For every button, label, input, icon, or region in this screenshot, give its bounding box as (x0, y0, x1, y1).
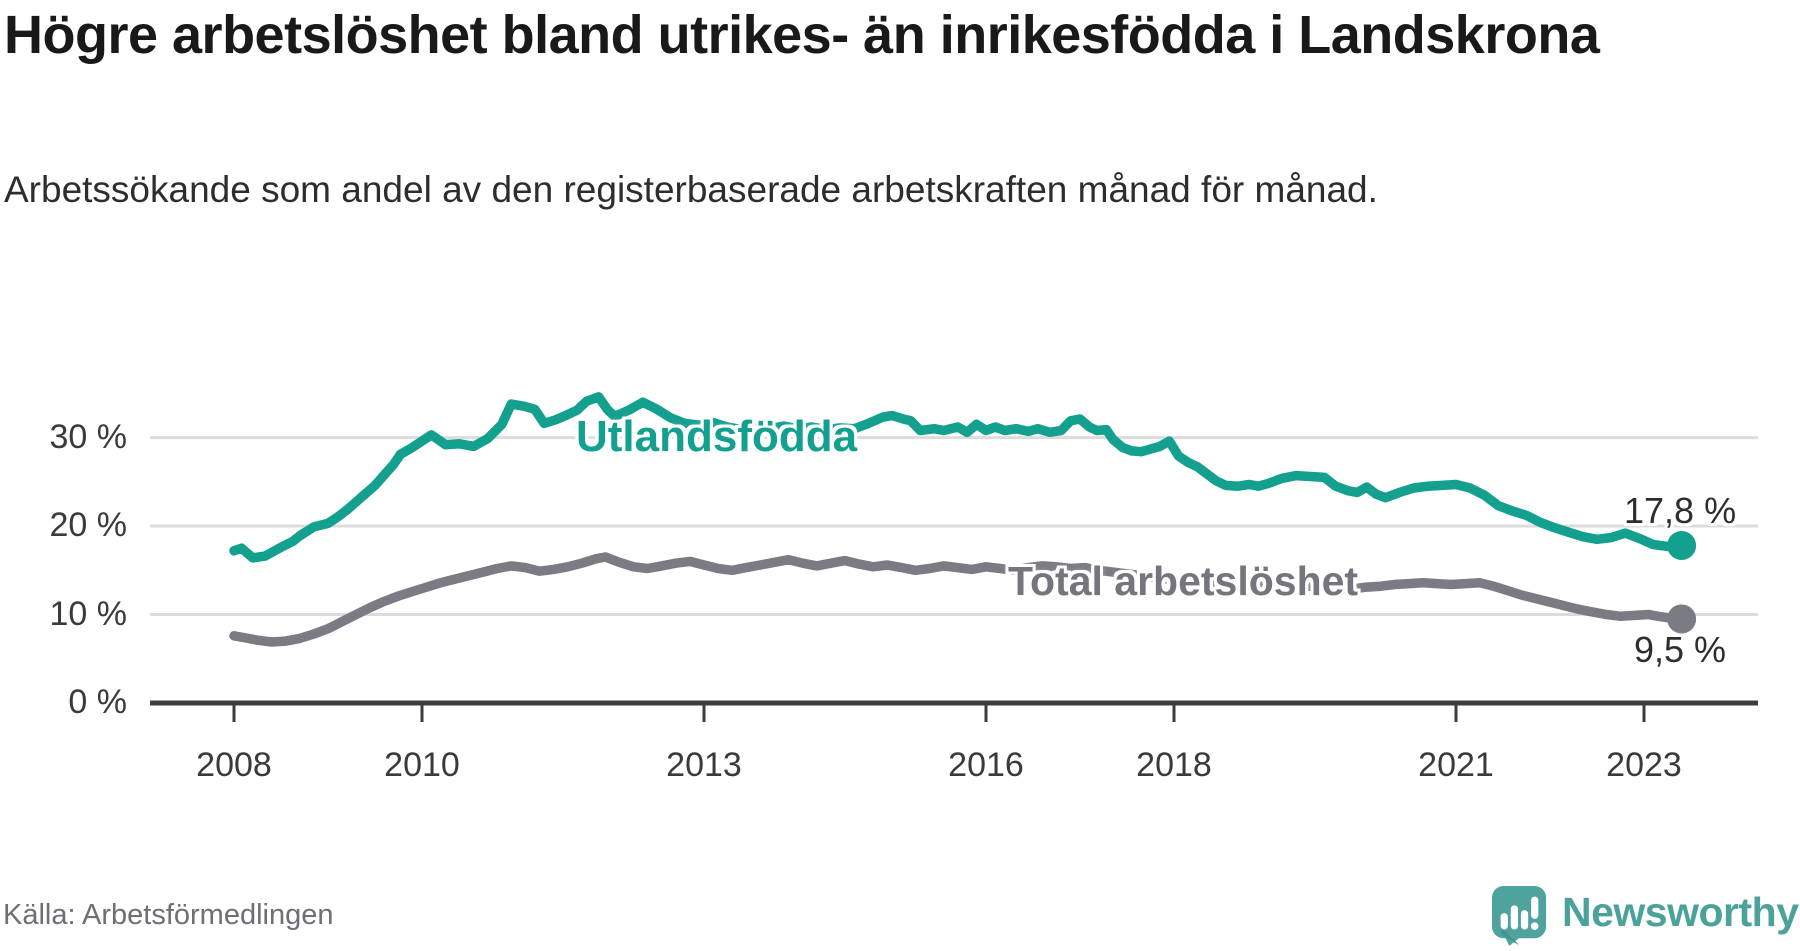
y-tick-label: 20 % (49, 506, 128, 545)
y-tick-label: 10 % (49, 594, 128, 633)
series-label-utlandsfodda: Utlandsfödda (576, 412, 858, 461)
source-note: Källa: Arbetsförmedlingen (3, 899, 334, 931)
x-tick-label: 2013 (666, 746, 742, 784)
series-end-dot-total (1667, 604, 1697, 634)
x-tick-label: 2021 (1418, 746, 1494, 784)
end-value-label-utlandsfodda: 17,8 % (1624, 490, 1737, 531)
brand-name: Newsworthy (1562, 889, 1799, 935)
y-tick-label: 0 % (68, 683, 127, 721)
x-tick-label: 2008 (196, 746, 272, 784)
series-line-utlandsfodda (229, 392, 1687, 563)
series-line-total (229, 552, 1687, 647)
y-tick-label: 30 % (49, 417, 128, 456)
x-tick-label: 2010 (384, 746, 460, 784)
end-value-label-total: 9,5 % (1634, 629, 1727, 670)
newsworthy-logo: Newsworthy (1490, 884, 1799, 951)
x-tick-label: 2018 (1136, 746, 1212, 784)
x-tick-label: 2023 (1606, 746, 1682, 784)
x-tick-label: 2016 (948, 746, 1024, 784)
chart-title: Högre arbetslöshet bland utrikes- än inr… (4, 5, 1600, 65)
series-end-dot-utlandsfodda (1667, 531, 1697, 561)
bar-chart-speech-bubble-icon (1490, 884, 1548, 951)
chart-subtitle: Arbetssökande som andel av den registerb… (4, 169, 1378, 210)
series-label-total-arbetsloshet: Total arbetslöshet (1008, 558, 1359, 604)
